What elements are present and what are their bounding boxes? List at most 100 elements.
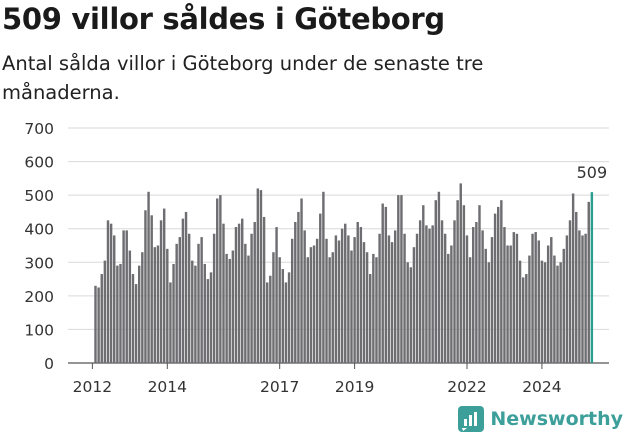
bar [403,233,406,363]
bar [387,235,391,363]
x-tick-label: 2014 [148,378,187,396]
bar [472,227,475,363]
bar [581,235,584,363]
bar [303,230,306,363]
bar [434,200,437,363]
bar [169,282,172,363]
bar [197,243,200,363]
x-tick-label: 2022 [447,378,486,396]
bar [244,243,247,363]
chart-subtitle: Antal sålda villor i Göteborg under de s… [2,52,484,104]
bar [481,230,484,363]
bar [116,265,119,363]
bar [447,253,450,363]
bar [397,195,400,363]
bar [565,235,569,363]
bar [528,255,531,363]
bar [369,274,372,363]
y-tick-label: 200 [24,288,54,306]
bar [462,205,466,363]
bar [200,237,203,363]
bar [568,220,572,363]
highlight-bar [590,192,594,363]
bar [475,222,478,363]
bar [166,248,169,363]
bar [490,237,494,363]
bar [587,201,590,363]
bar [284,282,288,363]
bar [231,250,235,363]
bar [150,215,153,363]
bar [309,247,313,363]
bar [356,222,359,363]
bar [290,238,294,363]
bar [378,233,381,363]
bar [294,222,297,363]
bar [468,257,472,363]
bar [153,247,157,363]
bar [225,253,228,363]
brand-logo[interactable]: Newsworthy [458,405,623,433]
bar [247,255,250,363]
bar [131,274,135,363]
bar [228,258,231,363]
bar [109,223,113,363]
bar [503,227,506,363]
bar [162,208,166,363]
bar [562,248,565,363]
bar [375,257,378,363]
bar [212,233,216,363]
y-tick-label: 300 [24,254,54,272]
bar [184,211,188,363]
bar [493,213,497,363]
bar [281,269,285,363]
bar [159,220,163,363]
bar [106,220,110,363]
bar [269,275,272,363]
bar [97,287,100,363]
bar [465,235,469,363]
bar [206,279,210,363]
bar [428,228,431,363]
bar [256,188,260,363]
bar [518,260,522,363]
bar [100,274,103,363]
bar [113,235,116,363]
bar [487,262,491,363]
bar [347,235,350,363]
bar [353,237,356,363]
bar [437,191,441,363]
brand-name: Newsworthy [490,408,623,430]
bar [315,238,319,363]
bar [443,233,447,363]
bars [94,183,594,363]
bar [496,206,500,363]
bar [300,198,303,363]
bar [550,237,553,363]
bar [531,233,534,363]
x-tick-label: 2024 [522,378,561,396]
bar [509,245,512,363]
newsworthy-logo-icon [458,406,485,432]
bar [137,265,141,363]
bar [119,263,122,363]
bar [128,250,132,363]
bar [278,257,281,363]
bar [181,218,185,363]
y-tick-label: 700 [24,120,54,138]
y-tick-label: 100 [24,321,54,339]
bar [175,243,178,363]
bar [94,285,97,363]
bar [340,228,344,363]
bar [500,200,503,363]
bar [553,255,556,363]
bar [453,220,456,363]
bar [216,198,219,363]
bar [484,248,487,363]
bar [546,245,550,363]
bar [234,227,238,363]
bar [350,250,353,363]
bar [331,252,334,363]
bar [400,195,403,363]
